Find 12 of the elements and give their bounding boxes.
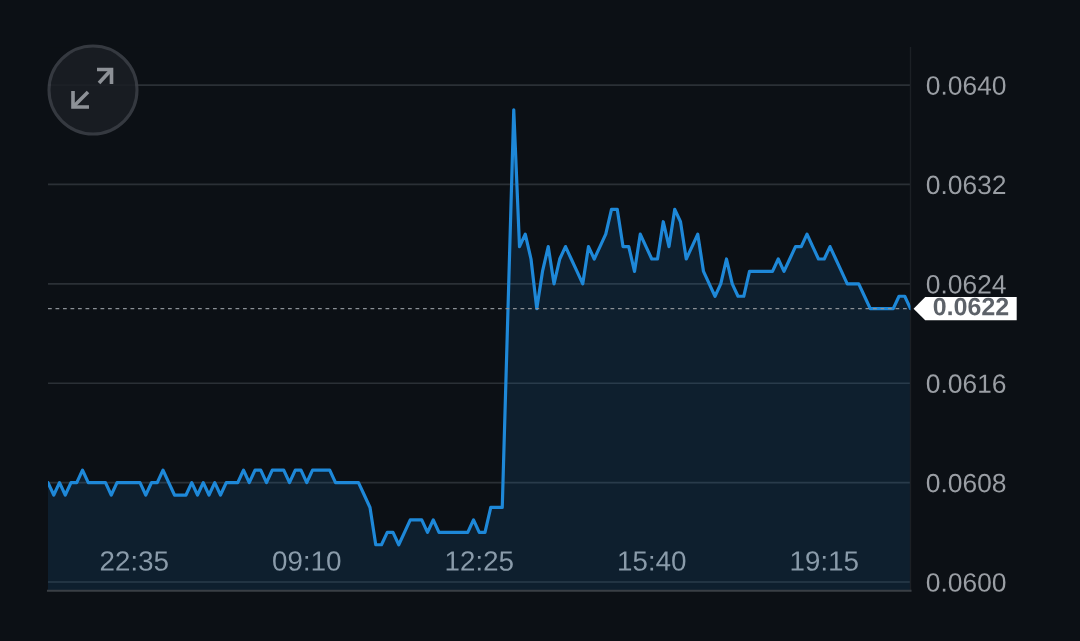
x-tick-label: 22:35 xyxy=(100,551,168,571)
y-tick-label: 0.0640 xyxy=(926,76,1006,95)
y-tick-label: 0.0608 xyxy=(926,473,1006,493)
y-tick-label: 0.0616 xyxy=(926,374,1006,394)
x-tick-label: 12:25 xyxy=(446,551,513,571)
y-tick-label: 0.0600 xyxy=(926,573,1006,592)
x-tick-label: 09:10 xyxy=(273,551,341,571)
y-tick-label: 0.0632 xyxy=(926,175,1006,195)
x-tick-label: 19:15 xyxy=(791,551,858,571)
y-tick-label: 0.0624 xyxy=(926,274,1006,294)
ref-line-label: 0.0622 xyxy=(933,297,1009,316)
x-tick-label: 15:40 xyxy=(619,551,686,571)
